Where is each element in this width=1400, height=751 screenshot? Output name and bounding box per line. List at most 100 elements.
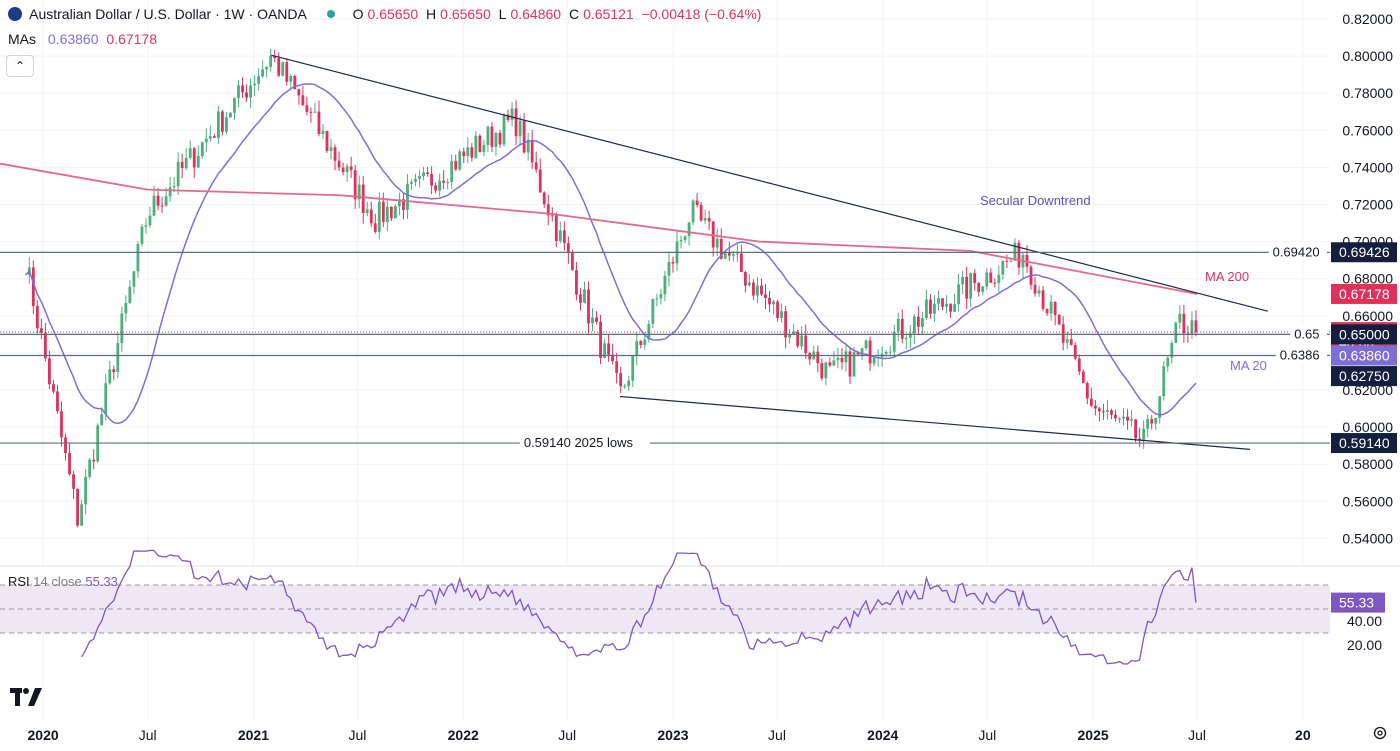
rsi-legend[interactable]: RSI 14 close 55.33 [8, 574, 118, 589]
candle[interactable] [534, 151, 538, 173]
candle[interactable] [454, 154, 458, 172]
candle[interactable] [1146, 414, 1150, 438]
candle[interactable] [558, 221, 562, 244]
candle[interactable] [188, 140, 192, 160]
candle[interactable] [140, 223, 144, 247]
candle[interactable] [675, 230, 679, 271]
candle[interactable] [1166, 355, 1170, 372]
candle[interactable] [418, 170, 421, 188]
candle[interactable] [530, 129, 534, 169]
candle[interactable] [373, 213, 377, 234]
candle[interactable] [1005, 254, 1009, 269]
candle[interactable] [965, 266, 969, 309]
candle[interactable] [711, 221, 715, 257]
rsi-value-badge[interactable]: 55.33 [1331, 592, 1385, 613]
candle[interactable] [285, 58, 289, 86]
candle[interactable] [900, 309, 904, 344]
candle[interactable] [414, 173, 417, 187]
candle[interactable] [92, 449, 96, 470]
candle[interactable] [784, 306, 788, 349]
level-label-06386[interactable]: 0.6386 [1275, 345, 1327, 364]
candle[interactable] [752, 279, 755, 301]
candle[interactable] [852, 346, 856, 377]
candle[interactable] [253, 75, 257, 97]
candle[interactable] [478, 134, 482, 153]
candle[interactable] [160, 196, 164, 214]
candle[interactable] [1029, 264, 1033, 290]
candle[interactable] [912, 313, 916, 344]
candle[interactable] [699, 201, 703, 223]
candle[interactable] [663, 270, 667, 302]
candle[interactable] [1170, 340, 1174, 364]
candle[interactable] [868, 336, 872, 371]
candle[interactable] [438, 173, 442, 197]
candle[interactable] [1053, 301, 1057, 326]
candle[interactable] [172, 176, 176, 193]
candle[interactable] [204, 128, 208, 152]
candle[interactable] [84, 469, 88, 515]
candle[interactable] [369, 201, 373, 227]
candle[interactable] [1013, 238, 1017, 262]
candle[interactable] [192, 146, 196, 179]
level-label-06942[interactable]: 0.69420 [1268, 242, 1327, 261]
candle[interactable] [196, 145, 200, 169]
candle[interactable] [554, 212, 558, 248]
candle[interactable] [743, 270, 747, 293]
candle[interactable] [631, 355, 635, 388]
candle[interactable] [828, 357, 832, 368]
candle[interactable] [526, 132, 530, 161]
candle[interactable] [679, 235, 683, 249]
candle[interactable] [639, 340, 643, 349]
candle[interactable] [780, 303, 783, 323]
candle[interactable] [48, 350, 51, 390]
candle[interactable] [836, 347, 840, 369]
candle[interactable] [969, 272, 973, 308]
candle[interactable] [591, 308, 594, 331]
candle[interactable] [933, 295, 936, 323]
candle[interactable] [1110, 408, 1113, 420]
candle[interactable] [112, 365, 116, 381]
candle[interactable] [229, 112, 232, 118]
candle[interactable] [357, 175, 361, 209]
candle[interactable] [603, 338, 606, 359]
candle[interactable] [1126, 409, 1129, 430]
candle[interactable] [715, 228, 719, 257]
candle[interactable] [1162, 360, 1166, 401]
candle[interactable] [1085, 381, 1089, 405]
candle[interactable] [671, 256, 675, 273]
candle[interactable] [349, 156, 353, 178]
candle[interactable] [68, 443, 71, 476]
candle[interactable] [1033, 276, 1037, 297]
candle[interactable] [317, 100, 321, 137]
candle[interactable] [1130, 409, 1133, 427]
candle[interactable] [566, 236, 570, 264]
candle[interactable] [365, 201, 369, 217]
candle[interactable] [735, 244, 739, 262]
candle[interactable] [1097, 406, 1101, 422]
candle[interactable] [184, 148, 188, 171]
time-axis[interactable]: 2020 Jul 2021 Jul 2022 Jul 2023 Jul 2024 Jul 2025 J… [28, 727, 1311, 743]
candle[interactable] [1154, 417, 1158, 430]
candle[interactable] [100, 407, 104, 426]
candle[interactable] [760, 278, 763, 297]
candle[interactable] [216, 106, 220, 145]
candle[interactable] [920, 311, 924, 335]
candle[interactable] [393, 203, 397, 219]
candle[interactable] [108, 360, 112, 385]
candle[interactable] [148, 206, 152, 228]
candles[interactable] [27, 48, 1198, 528]
symbol-title[interactable]: Australian Dollar / U.S. Dollar · 1W · O… [29, 6, 307, 22]
candle[interactable] [128, 280, 132, 305]
candle[interactable] [1178, 305, 1182, 329]
candle[interactable] [406, 174, 409, 219]
candle[interactable] [804, 324, 808, 360]
candle[interactable] [583, 281, 586, 304]
candle[interactable] [261, 60, 265, 79]
candle[interactable] [345, 163, 349, 182]
candle[interactable] [1073, 342, 1077, 361]
candle[interactable] [442, 170, 446, 190]
candle[interactable] [325, 130, 329, 153]
candle[interactable] [929, 294, 932, 319]
candle[interactable] [916, 306, 920, 335]
candle[interactable] [39, 318, 43, 339]
